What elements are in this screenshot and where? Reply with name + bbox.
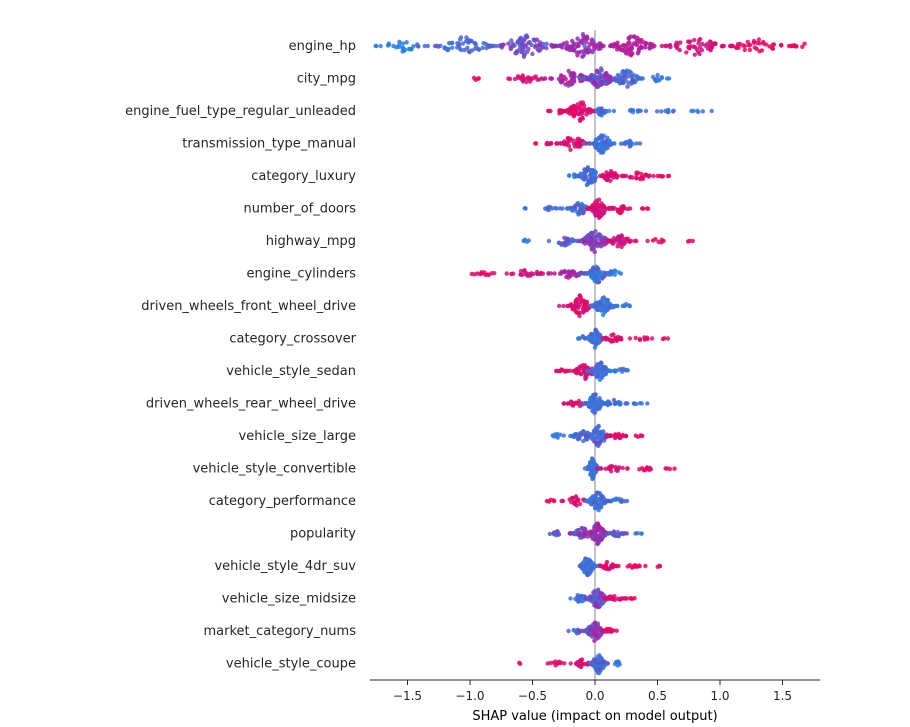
xtick-label: −1.0	[455, 689, 484, 703]
feature-label: market_category_nums	[203, 624, 356, 639]
feature-label: category_crossover	[229, 332, 356, 347]
feature-label: vehicle_size_large	[239, 429, 356, 444]
xtick-label: −0.5	[518, 689, 547, 703]
feature-label: vehicle_style_convertible	[193, 462, 356, 477]
feature-row	[472, 66, 671, 89]
feature-row	[546, 100, 714, 123]
feature-label: vehicle_style_coupe	[226, 657, 356, 672]
feature-row	[567, 165, 671, 187]
shap-summary-plot: engine_hp city_mpg engine_fuel_type_regula…	[0, 0, 910, 727]
feature-label: vehicle_style_4dr_suv	[214, 559, 356, 574]
feature-label: engine_fuel_type_regular_unleaded	[125, 104, 356, 119]
feature-label: engine_cylinders	[246, 267, 356, 282]
feature-label: driven_wheels_rear_wheel_drive	[146, 397, 356, 412]
feature-row	[470, 265, 624, 285]
feature-row	[373, 32, 806, 59]
feature-row	[522, 229, 696, 254]
feature-row	[578, 556, 663, 577]
feature-row	[568, 588, 637, 610]
feature-label: category_luxury	[251, 169, 356, 184]
feature-row	[576, 328, 670, 350]
feature-label: number_of_doors	[243, 202, 356, 217]
feature-label: vehicle_size_midsize	[222, 592, 356, 607]
feature-row	[517, 653, 622, 675]
feature-row	[550, 424, 644, 448]
feature-row	[583, 456, 677, 481]
feature-row	[548, 521, 644, 546]
feature-label: vehicle_style_sedan	[226, 364, 356, 379]
xtick-label: 1.0	[710, 689, 729, 703]
feature-label: category_performance	[209, 494, 356, 509]
feature-label: engine_hp	[289, 39, 356, 54]
feature-label: city_mpg	[297, 72, 356, 87]
feature-row	[523, 198, 651, 221]
feature-label: popularity	[290, 527, 356, 542]
feature-label: driven_wheels_front_wheel_drive	[141, 299, 356, 314]
feature-label: transmission_type_manual	[182, 137, 356, 152]
xtick-label: 0.0	[585, 689, 604, 703]
feature-row	[562, 392, 650, 415]
chart-svg: engine_hp city_mpg engine_fuel_type_regula…	[0, 0, 910, 727]
xtick-label: 0.5	[648, 689, 667, 703]
feature-row	[533, 133, 642, 155]
x-axis-label: SHAP value (impact on model output)	[472, 709, 717, 724]
xtick-label: −1.5	[393, 689, 422, 703]
feature-row	[566, 620, 619, 643]
feature-label: highway_mpg	[266, 234, 356, 249]
feature-row	[554, 360, 630, 382]
feature-row	[545, 490, 630, 512]
xtick-label: 1.5	[773, 689, 792, 703]
